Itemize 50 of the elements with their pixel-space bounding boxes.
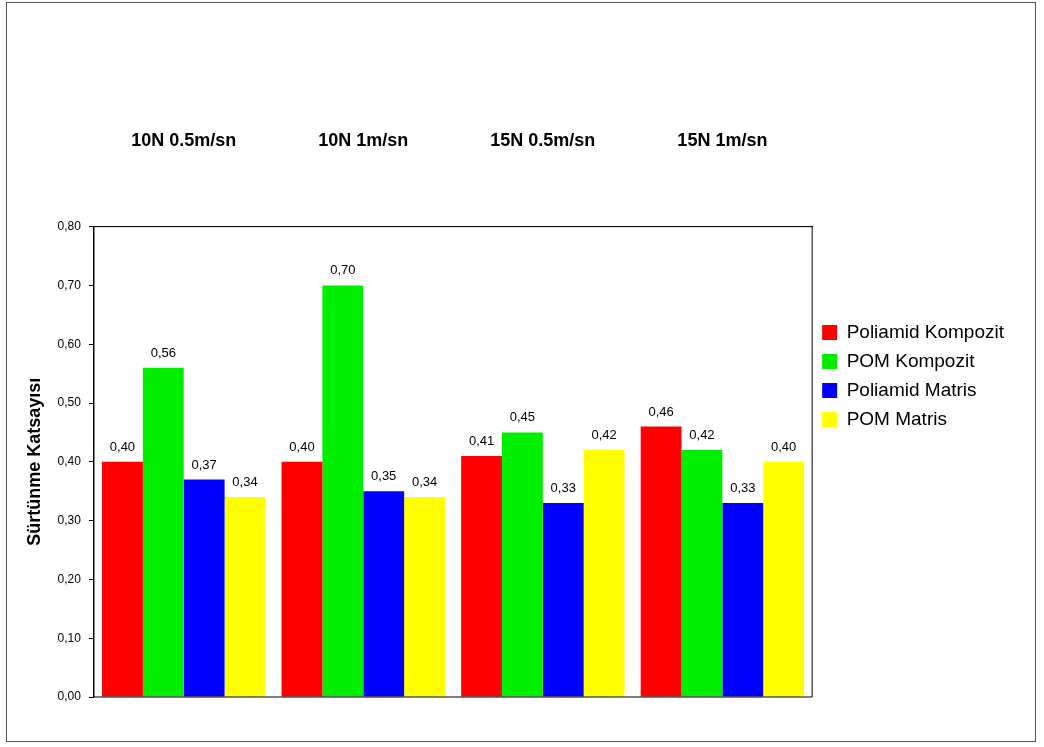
y-tick-label: 0,50: [57, 395, 82, 410]
bar: [763, 461, 805, 697]
legend-label: POM Kompozit: [846, 349, 976, 371]
bar: [224, 497, 266, 697]
y-tick-label: 0,40: [57, 454, 82, 469]
data-label: 0,40: [289, 438, 315, 454]
data-label: 0,42: [689, 427, 715, 443]
y-tick-label: 0,70: [57, 277, 82, 292]
y-tick-label: 0,20: [57, 571, 82, 586]
bar: [461, 455, 502, 697]
y-axis-title: Sürtünme Katsayısı: [23, 377, 44, 546]
data-label: 0,34: [411, 474, 438, 490]
legend-label: Poliamid Kompozit: [846, 320, 1005, 342]
y-tick-label: 0,30: [57, 512, 82, 527]
data-label: 0,42: [591, 427, 617, 443]
data-label: 0,40: [771, 438, 797, 454]
bar: [640, 426, 682, 697]
data-label: 0,34: [232, 474, 258, 490]
data-label: 0,45: [509, 409, 536, 425]
bar: [501, 432, 543, 697]
y-tick-label: 0,00: [57, 689, 82, 704]
bar: [281, 461, 323, 697]
bar: [142, 367, 184, 697]
data-label: 0,70: [330, 262, 356, 278]
legend-label: Poliamid Matris: [846, 378, 977, 400]
data-label: 0,46: [648, 403, 674, 419]
data-label: 0,37: [191, 456, 217, 472]
x-tick-label: 15N 1m/sn: [677, 129, 768, 150]
y-tick-label: 0,10: [57, 630, 82, 645]
bar: [404, 497, 445, 697]
data-label: 0,41: [468, 433, 495, 448]
bar: [183, 479, 225, 697]
bar: [102, 461, 143, 697]
bar: [583, 450, 625, 697]
x-tick-label: 10N 1m/sn: [318, 129, 409, 150]
data-label: 0,33: [730, 480, 756, 496]
data-label: 0,40: [109, 438, 136, 454]
bar: [681, 450, 723, 697]
x-tick-label: 15N 0.5m/sn: [490, 129, 596, 150]
bar: [363, 491, 405, 697]
data-label: 0,33: [550, 480, 576, 496]
legend-label: POM Matris: [846, 407, 947, 429]
y-tick-label: 0,60: [57, 336, 82, 351]
bar: [542, 502, 584, 697]
data-label: 0,56: [150, 344, 176, 360]
bar: [722, 502, 764, 697]
y-tick-label: 0,80: [57, 218, 82, 233]
x-tick-label: 10N 0.5m/sn: [131, 129, 237, 150]
data-label: 0,35: [371, 468, 397, 484]
bar: [322, 285, 364, 697]
